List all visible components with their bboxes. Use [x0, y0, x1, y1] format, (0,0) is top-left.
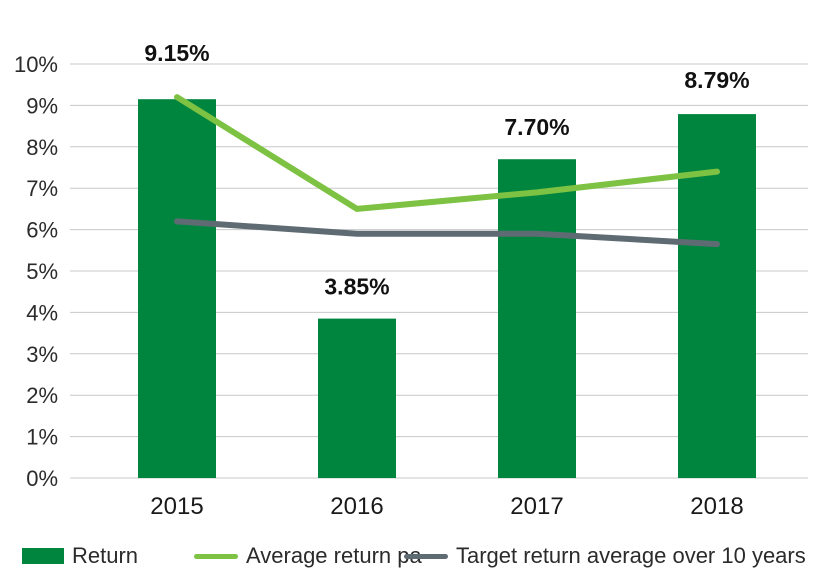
y-tick-label: 7% — [26, 176, 58, 201]
y-tick-label: 0% — [26, 466, 58, 491]
legend-label: Average return pa — [246, 543, 422, 568]
x-tick-label: 2016 — [330, 493, 383, 520]
data-label: 8.79% — [684, 67, 749, 93]
y-tick-label: 9% — [26, 93, 58, 118]
y-axis-tick-labels: 0% 1% 2% 3% 4% 5% 6% 7% 8% 9% 10% — [14, 52, 58, 491]
x-tick-label: 2015 — [150, 493, 203, 520]
legend-line-swatch — [404, 553, 448, 559]
data-label: 3.85% — [324, 274, 389, 300]
x-axis-tick-labels: 2015 2016 2017 2018 — [150, 493, 743, 520]
series-line — [174, 218, 720, 248]
data-label: 9.15% — [144, 40, 209, 66]
legend-label: Return — [72, 543, 139, 568]
legend-item: Average return pa — [194, 538, 422, 574]
legend-bar-swatch — [22, 548, 64, 564]
x-tick-label: 2017 — [510, 493, 563, 520]
legend-item: Target return average over 10 years — [404, 538, 806, 574]
legend-label: Target return average over 10 years — [456, 543, 806, 568]
y-tick-label: 5% — [26, 259, 58, 284]
y-tick-label: 4% — [26, 300, 58, 325]
chart: 0% 1% 2% 3% 4% 5% 6% 7% 8% 9% 10% 9.15% 3.85% 7.70% 8… — [14, 40, 808, 520]
bars — [138, 99, 756, 479]
legend-line-swatch — [194, 553, 238, 559]
y-tick-label: 1% — [26, 425, 58, 450]
y-tick-label: 2% — [26, 383, 58, 408]
y-tick-label: 10% — [14, 52, 58, 77]
y-tick-label: 8% — [26, 135, 58, 160]
data-label: 7.70% — [504, 114, 569, 140]
x-tick-label: 2018 — [690, 493, 743, 520]
bar — [498, 159, 576, 478]
legend: Return Average return pa Target return ave… — [0, 538, 820, 574]
bar — [138, 99, 216, 478]
lines — [174, 94, 720, 248]
y-tick-label: 3% — [26, 342, 58, 367]
legend-item: Return — [22, 538, 138, 574]
series-line — [174, 94, 720, 212]
data-labels: 9.15% 3.85% 7.70% 8.79% — [144, 40, 749, 299]
bar — [318, 318, 396, 478]
y-tick-label: 6% — [26, 218, 58, 243]
